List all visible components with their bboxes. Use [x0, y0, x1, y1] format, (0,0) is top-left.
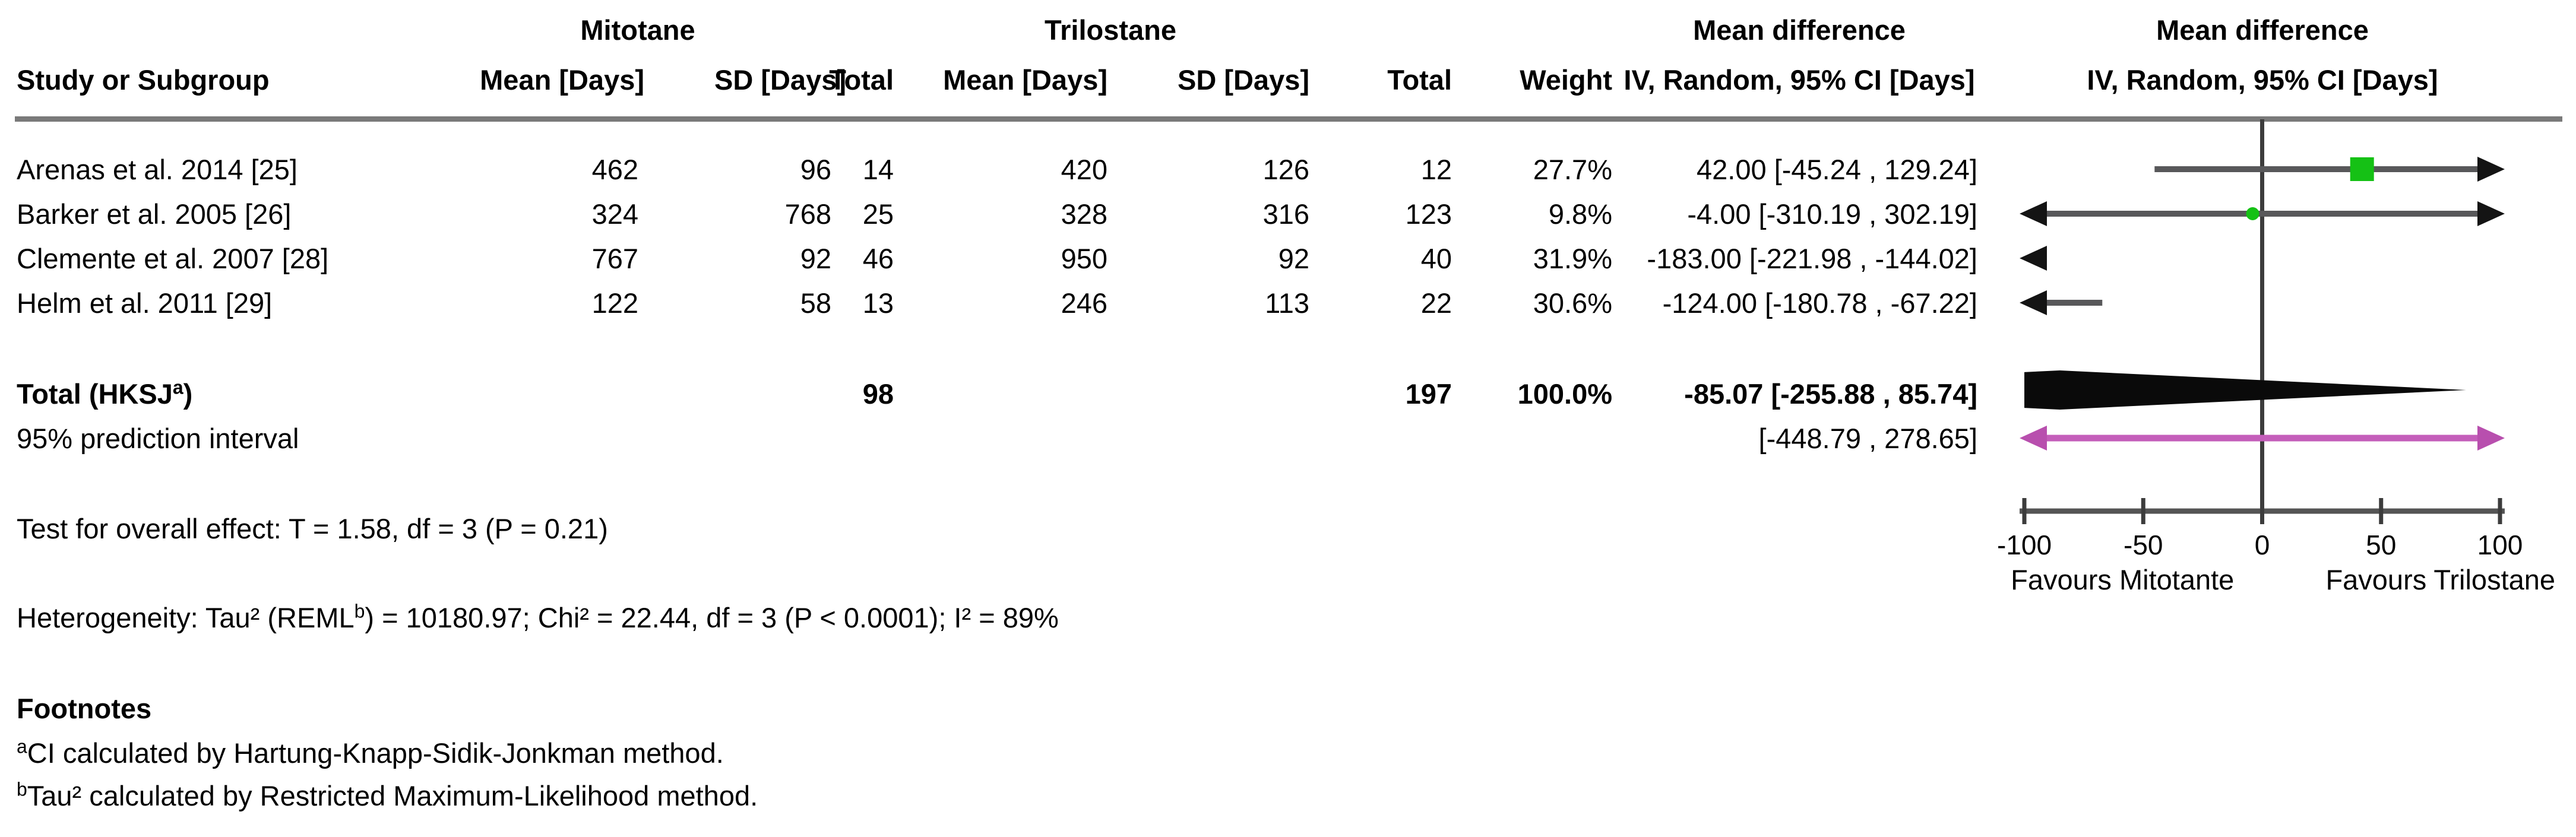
ci-offscale-left-arrow [2020, 246, 2047, 271]
study-label: Clemente et al. 2007 [28] [17, 243, 329, 274]
ci-left-arrow [2020, 201, 2047, 226]
column-group-mitotane: Mitotane [580, 14, 695, 46]
total-mit-total: 98 [862, 378, 894, 410]
tri-total: 22 [1420, 287, 1452, 319]
col-header-mit-sd: SD [Days] [714, 64, 846, 96]
column-group-mean-difference-plot: Mean difference [2156, 14, 2369, 46]
column-group-trilostane: Trilostane [1044, 14, 1176, 46]
col-header-tri-total: Total [1387, 64, 1452, 96]
favours-left-label: Favours Mitotante [2011, 564, 2234, 595]
footnote-a-text: CI calculated by Hartung-Knapp-Sidik-Jon… [27, 737, 724, 769]
mit-total: 14 [862, 154, 894, 185]
tri-mean: 950 [1061, 243, 1107, 274]
ci-text: -183.00 [-221.98 , -144.02] [1647, 243, 1977, 274]
mit-sd: 58 [800, 287, 831, 319]
column-group-mean-difference-text: Mean difference [1693, 14, 1906, 46]
tri-total: 12 [1420, 154, 1452, 185]
mit-total: 46 [862, 243, 894, 274]
col-header-weight: Weight [1520, 64, 1612, 96]
prediction-ci-text: [-448.79 , 278.65] [1758, 423, 1977, 454]
point-estimate-square [2350, 157, 2374, 181]
col-header-mit-total: Total [829, 64, 894, 96]
total-weight: 100.0% [1517, 378, 1612, 410]
footnote-a: aCI calculated by Hartung-Knapp-Sidik-Jo… [17, 736, 724, 771]
favours-right-label: Favours Trilostane [2325, 564, 2555, 595]
weight: 9.8% [1548, 198, 1612, 230]
col-header-iv-ci-plot: IV, Random, 95% CI [Days] [2087, 64, 2438, 96]
total-label: Total (HKSJa) [17, 377, 192, 411]
x-axis-tick-label: -100 [1997, 530, 2052, 560]
study-label: Helm et al. 2011 [29] [17, 287, 273, 319]
tri-sd: 92 [1278, 243, 1309, 274]
mit-total: 25 [862, 198, 894, 230]
x-axis-tick-label: -50 [2124, 530, 2163, 560]
point-estimate-circle [2246, 207, 2259, 220]
col-header-mit-mean: Mean [Days] [480, 64, 644, 96]
footnote-b-text: Tau² calculated by Restricted Maximum-Li… [27, 780, 758, 811]
col-header-study: Study or Subgroup [17, 64, 270, 96]
tri-sd: 113 [1265, 287, 1309, 319]
prediction-left-arrow [2020, 426, 2047, 451]
x-axis-tick-label: 100 [2477, 530, 2523, 560]
mit-mean: 767 [591, 243, 638, 274]
col-header-tri-sd: SD [Days] [1177, 64, 1309, 96]
x-axis-tick-label: 0 [2255, 530, 2270, 560]
ci-right-arrow [2477, 157, 2505, 182]
footnotes-title: Footnotes [17, 693, 152, 724]
mit-mean: 324 [591, 198, 638, 230]
ci-text: 42.00 [-45.24 , 129.24] [1697, 154, 1977, 185]
heterogeneity-text: Heterogeneity: Tau² (REMLb) = 10180.97; … [17, 601, 1059, 635]
ci-text: -4.00 [-310.19 , 302.19] [1687, 198, 1977, 230]
mit-mean: 462 [591, 154, 638, 185]
prediction-label: 95% prediction interval [17, 423, 299, 454]
heterogeneity-post: ) = 10180.97; Chi² = 22.44, df = 3 (P < … [365, 602, 1059, 633]
ci-left-arrow [2020, 290, 2047, 315]
mit-sd: 96 [800, 154, 831, 185]
weight: 30.6% [1533, 287, 1612, 319]
footnote-marker-b: b [354, 600, 365, 622]
footnote-b: bTau² calculated by Restricted Maximum-L… [17, 779, 758, 813]
weight: 27.7% [1533, 154, 1612, 185]
tri-sd: 126 [1262, 154, 1309, 185]
ci-text: -124.00 [-180.78 , -67.22] [1662, 287, 1977, 319]
total-ci-text: -85.07 [-255.88 , 85.74] [1684, 378, 1977, 410]
footnote-marker-a: a [172, 376, 183, 398]
study-label: Arenas et al. 2014 [25] [17, 154, 298, 185]
weight: 31.9% [1533, 243, 1612, 274]
tri-sd: 316 [1262, 198, 1309, 230]
col-header-iv-ci-text: IV, Random, 95% CI [Days] [1624, 64, 1975, 96]
total-tri-total: 197 [1405, 378, 1452, 410]
mit-mean: 122 [591, 287, 638, 319]
header-divider-rule [15, 116, 2562, 122]
total-diamond [2024, 370, 2466, 410]
tri-mean: 420 [1061, 154, 1107, 185]
mit-total: 13 [862, 287, 894, 319]
col-header-tri-mean: Mean [Days] [943, 64, 1107, 96]
tri-mean: 328 [1061, 198, 1107, 230]
tri-total: 123 [1405, 198, 1452, 230]
tri-total: 40 [1420, 243, 1452, 274]
heterogeneity-pre: Heterogeneity: Tau² (REML [17, 602, 355, 633]
prediction-right-arrow [2477, 426, 2505, 451]
ci-right-arrow [2477, 201, 2505, 226]
tri-mean: 246 [1061, 287, 1107, 319]
overall-effect-text: Test for overall effect: T = 1.58, df = … [17, 513, 608, 544]
mit-sd: 92 [800, 243, 831, 274]
x-axis-tick-label: 50 [2366, 530, 2396, 560]
total-label-text: Total (HKSJ [17, 378, 173, 410]
total-label-close: ) [183, 378, 193, 410]
footnote-b-marker: b [17, 778, 27, 800]
mit-sd: 768 [784, 198, 831, 230]
footnote-a-marker: a [17, 735, 27, 757]
study-label: Barker et al. 2005 [26] [17, 198, 292, 230]
